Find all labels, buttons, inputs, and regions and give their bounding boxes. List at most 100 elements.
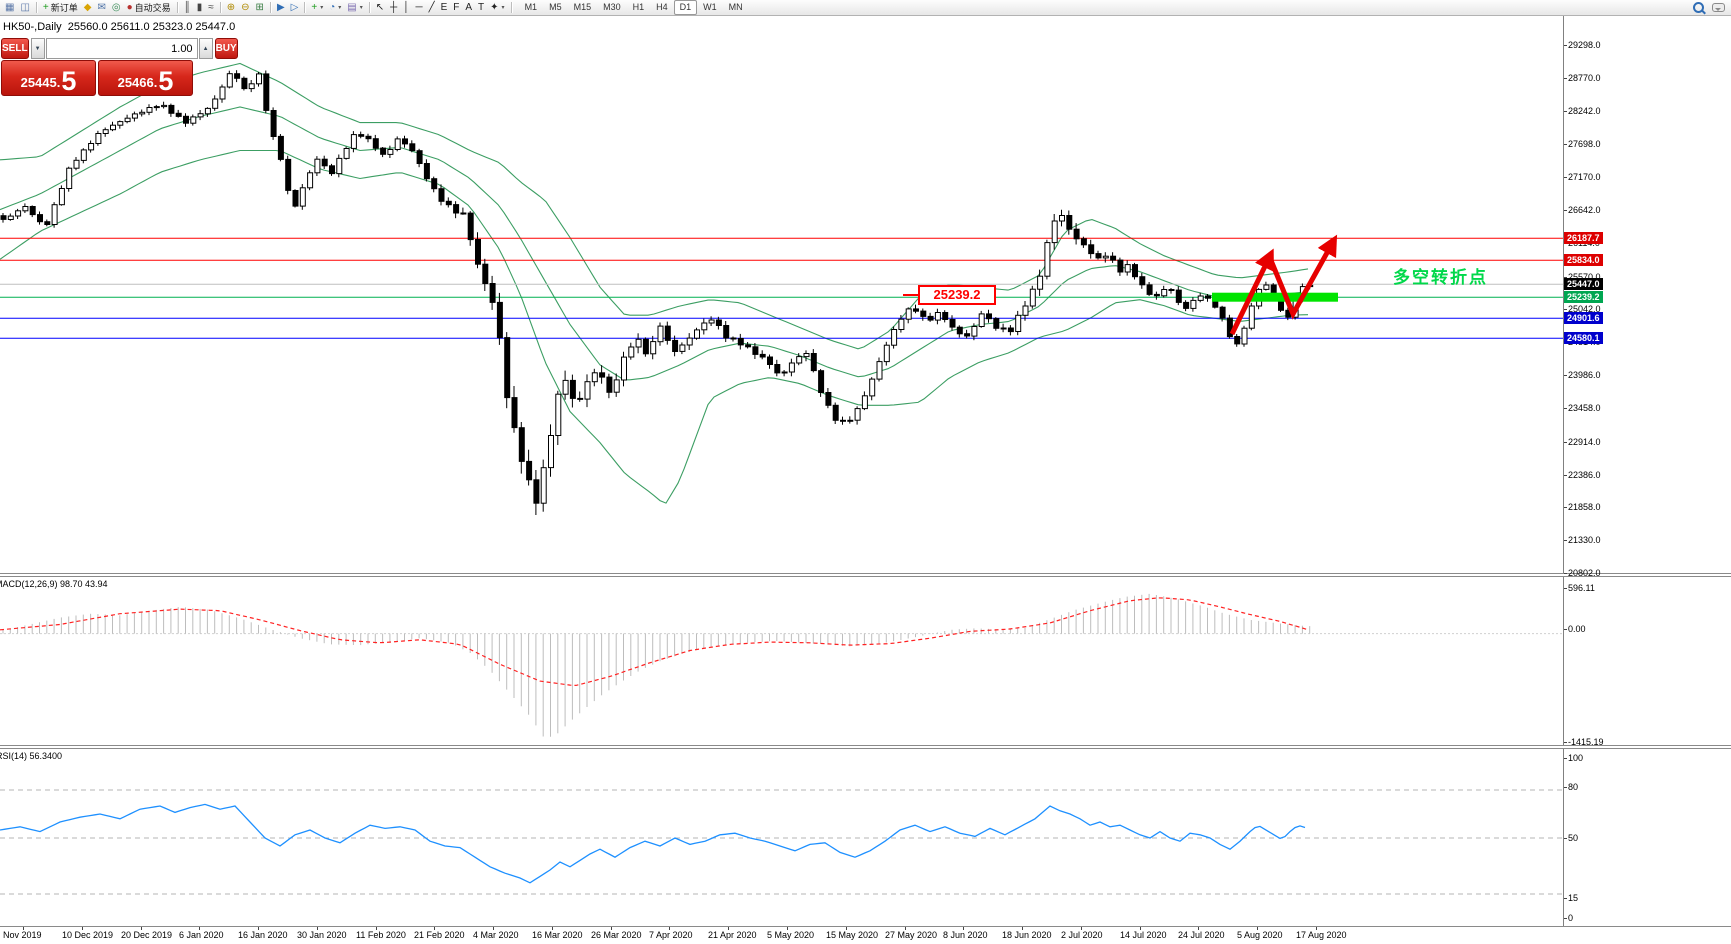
equidistant-channel-icon[interactable]: E — [438, 1, 451, 15]
x-axis-tick — [199, 927, 200, 930]
bar-chart-icon[interactable]: ║ — [181, 1, 194, 15]
timeframe-button-d1[interactable]: D1 — [673, 0, 698, 15]
rsi-panel[interactable] — [0, 748, 1565, 926]
sell-price-tile[interactable]: 25445. 5 — [1, 60, 96, 96]
arrows-icon: ✦ — [490, 2, 499, 13]
crosshair-icon[interactable]: ┼ — [387, 1, 400, 15]
zigzag-arrow-2[interactable] — [1267, 234, 1338, 320]
timeframe-button-m1[interactable]: M1 — [524, 2, 538, 12]
x-axis-label: 2 Jul 2020 — [1061, 930, 1103, 940]
periods-icon[interactable]: ◔ ▾ — [326, 1, 344, 15]
chevron-down-icon: ▾ — [320, 5, 324, 11]
autotrading-button[interactable]: ● 自动交易 — [124, 1, 174, 15]
highlight-bar[interactable] — [1212, 292, 1338, 302]
annotation-note[interactable]: 多空转折点 — [1393, 268, 1488, 287]
toolbar-separator — [176, 2, 178, 13]
fibonacci-icon[interactable]: F — [450, 1, 462, 15]
vertical-line-icon[interactable]: │ — [400, 1, 412, 15]
line-chart-icon[interactable]: ≈ — [205, 1, 217, 15]
search-icon[interactable] — [1693, 2, 1704, 13]
chart-shift-icon[interactable]: ▷ — [288, 1, 302, 15]
x-axis-label: 21 Apr 2020 — [708, 930, 757, 940]
zoom-in-icon: ⊕ — [226, 2, 236, 13]
buy-price-tile[interactable]: 25466. 5 — [98, 60, 193, 96]
x-axis-tick — [317, 927, 318, 930]
buy-price-main: 25466. — [117, 75, 158, 90]
volume-increase-button[interactable]: ▲ — [198, 38, 213, 59]
timeframe-button-h1[interactable]: H1 — [632, 2, 645, 12]
autotrading-button-label: 自动交易 — [134, 3, 171, 13]
cursor-icon: ↖ — [375, 2, 385, 13]
timeframe-button-m30[interactable]: M30 — [603, 2, 621, 12]
zigzag-arrow-1[interactable] — [1229, 248, 1274, 336]
history-center-icon[interactable]: ◆ — [81, 1, 95, 15]
y-axis-tick: 0.00 — [1564, 624, 1586, 634]
macd-label: MACD(12,26,9) 98.70 43.94 — [0, 579, 108, 589]
y-axis-tick: 80 — [1563, 782, 1579, 792]
x-axis-label: 18 Jun 2020 — [1002, 930, 1052, 940]
new-chart-icon: ▦ — [5, 2, 15, 13]
templates-icon[interactable]: ▤ ▾ — [344, 1, 365, 15]
auto-scroll-icon[interactable]: ▶ — [274, 1, 288, 15]
volume-input[interactable] — [45, 38, 198, 59]
sell-price-big-digit: 5 — [61, 66, 77, 96]
arrows-icon[interactable]: ✦ ▾ — [487, 1, 507, 15]
y-axis-tick: 25042.0 — [1564, 304, 1601, 314]
macd-histogram — [2, 593, 1311, 737]
macd-panel[interactable] — [0, 576, 1565, 745]
price-badge: 25447.0 — [1564, 278, 1603, 290]
timeframe-button-m5[interactable]: M5 — [549, 2, 562, 12]
x-axis-label: 21 Feb 2020 — [414, 930, 465, 940]
x-axis-label: 5 May 2020 — [767, 930, 815, 940]
signals-icon[interactable]: ◎ — [109, 1, 124, 15]
candlestick-chart-icon[interactable]: ▮ — [194, 1, 206, 15]
new-chart-icon[interactable]: ▦ — [2, 1, 17, 15]
x-axis-tick — [258, 927, 259, 930]
text-icon[interactable]: A — [462, 1, 475, 15]
tile-windows-icon: ⊞ — [255, 2, 264, 13]
price-chart[interactable] — [0, 16, 1565, 573]
periods-icon: ◔ — [329, 2, 336, 13]
zoom-out-icon[interactable]: ⊖ — [238, 1, 252, 15]
new-order-button: + — [42, 2, 49, 13]
one-click-trading-panel: SELL ▼ ▲ BUY 25445.5 25466.5 — [1, 38, 238, 96]
trendline-icon[interactable]: ╱ — [426, 1, 438, 15]
x-axis-tick — [493, 927, 494, 930]
support-price-label[interactable]: 25239.2 — [918, 285, 996, 305]
x-axis-tick — [1198, 927, 1199, 930]
cursor-icon[interactable]: ↖ — [373, 1, 387, 15]
rsi-label: RSI(14) 56.3400 — [0, 751, 63, 761]
label-icon[interactable]: T — [475, 1, 487, 15]
candlestick-chart-icon: ▮ — [196, 2, 203, 13]
profiles-icon[interactable]: ◫ — [17, 1, 32, 15]
indicators-add-icon: + — [311, 2, 318, 13]
x-axis-label: 7 Apr 2020 — [649, 930, 693, 940]
mailbox-icon[interactable]: ✉ — [94, 1, 108, 15]
sell-button[interactable]: SELL — [1, 38, 29, 59]
timeframe-button-mn[interactable]: MN — [728, 2, 743, 12]
new-order-button[interactable]: + 新订单 — [40, 1, 81, 15]
chevron-down-icon: ▾ — [501, 5, 505, 11]
chat-icon[interactable] — [1712, 3, 1725, 12]
autotrading-button: ● — [126, 2, 133, 13]
buy-button[interactable]: BUY — [214, 38, 238, 59]
indicators-add-icon[interactable]: + ▾ — [308, 1, 326, 15]
price-badge: 24901.6 — [1564, 312, 1603, 324]
volume-stepper: ▼ ▲ — [30, 38, 213, 59]
tile-windows-icon[interactable]: ⊞ — [253, 1, 267, 15]
macd-signal-line — [0, 597, 1309, 687]
timeframe-button-w1[interactable]: W1 — [703, 2, 717, 12]
support-price-dash — [903, 294, 918, 296]
x-axis-tick — [905, 927, 906, 930]
y-axis-tick: 28770.0 — [1564, 73, 1601, 83]
rsi-panel-separator[interactable] — [0, 745, 1731, 749]
x-axis-label: 14 Jul 2020 — [1120, 930, 1167, 940]
zoom-in-icon[interactable]: ⊕ — [224, 1, 238, 15]
timeframe-button-h4[interactable]: H4 — [656, 2, 668, 12]
macd-panel-separator[interactable] — [0, 573, 1731, 577]
volume-decrease-button[interactable]: ▼ — [30, 38, 45, 59]
x-axis-tick — [1140, 927, 1141, 930]
horizontal-line-icon[interactable]: ─ — [412, 1, 425, 15]
timeframe-button-m15[interactable]: M15 — [573, 2, 592, 12]
